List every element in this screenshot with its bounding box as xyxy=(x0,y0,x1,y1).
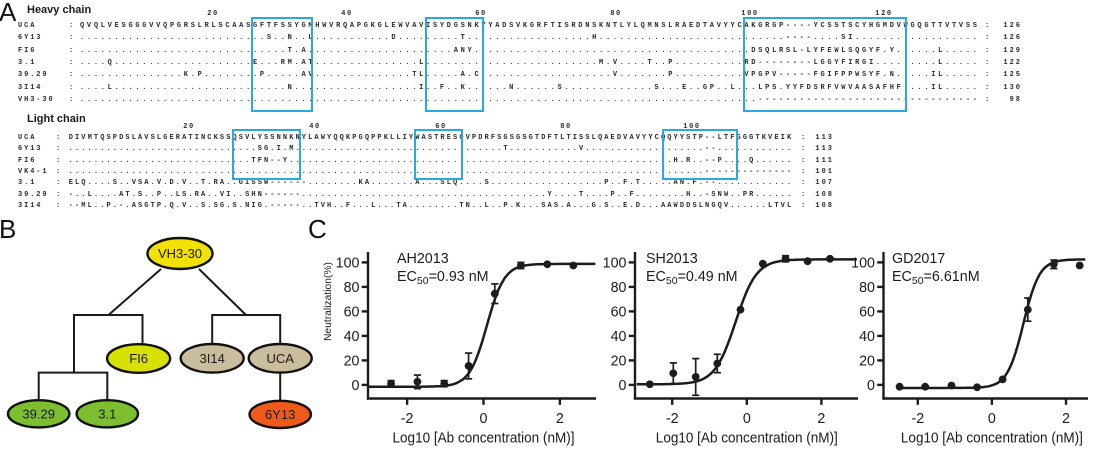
svg-text:40: 40 xyxy=(344,329,360,345)
svg-text:0: 0 xyxy=(988,411,996,427)
svg-text:40: 40 xyxy=(611,329,627,345)
svg-text:0: 0 xyxy=(743,411,751,427)
svg-text:-2: -2 xyxy=(911,411,924,427)
svg-text:Neutralization(%): Neutralization(%) xyxy=(323,262,334,341)
svg-text:40: 40 xyxy=(859,329,875,345)
svg-text:0: 0 xyxy=(480,411,488,427)
svg-text:SH2013: SH2013 xyxy=(646,251,698,267)
svg-text:60: 60 xyxy=(344,305,360,321)
svg-text:6Y13: 6Y13 xyxy=(265,407,295,422)
svg-text:FI6: FI6 xyxy=(129,351,148,366)
svg-text:2: 2 xyxy=(556,411,564,427)
svg-text:UCA: UCA xyxy=(266,351,294,366)
svg-text:100: 100 xyxy=(851,256,875,272)
svg-text:Log10 [Ab concentration (nM)]: Log10 [Ab concentration (nM)] xyxy=(901,431,1083,447)
svg-text:0: 0 xyxy=(867,378,875,394)
svg-text:EC50=0.49 nM: EC50=0.49 nM xyxy=(646,269,738,287)
svg-text:60: 60 xyxy=(611,305,627,321)
svg-text:-2: -2 xyxy=(401,411,414,427)
svg-text:Log10 [Ab concentration (nM)]: Log10 [Ab concentration (nM)] xyxy=(393,431,575,447)
svg-text:2: 2 xyxy=(1062,411,1070,427)
svg-text:80: 80 xyxy=(611,280,627,296)
svg-text:GD2017: GD2017 xyxy=(892,251,945,267)
svg-text:100: 100 xyxy=(336,256,360,272)
svg-text:EC50=0.93 nM: EC50=0.93 nM xyxy=(397,269,489,287)
svg-text:VH3-30: VH3-30 xyxy=(158,246,202,261)
svg-text:80: 80 xyxy=(859,280,875,296)
svg-text:100: 100 xyxy=(603,256,627,272)
svg-text:3.1: 3.1 xyxy=(98,406,116,421)
svg-text:20: 20 xyxy=(859,354,875,370)
svg-text:20: 20 xyxy=(611,354,627,370)
svg-text:3I14: 3I14 xyxy=(200,351,225,366)
svg-text:80: 80 xyxy=(344,280,360,296)
svg-text:20: 20 xyxy=(344,354,360,370)
svg-text:2: 2 xyxy=(817,411,825,427)
svg-text:39.29: 39.29 xyxy=(22,406,55,421)
svg-text:0: 0 xyxy=(619,378,627,394)
svg-text:AH2013: AH2013 xyxy=(397,251,449,267)
svg-text:Log10 [Ab concentration (nM)]: Log10 [Ab concentration (nM)] xyxy=(656,431,838,447)
svg-text:60: 60 xyxy=(859,305,875,321)
svg-text:0: 0 xyxy=(352,378,360,394)
svg-text:EC50=6.61nM: EC50=6.61nM xyxy=(892,269,980,287)
svg-text:-2: -2 xyxy=(666,411,679,427)
